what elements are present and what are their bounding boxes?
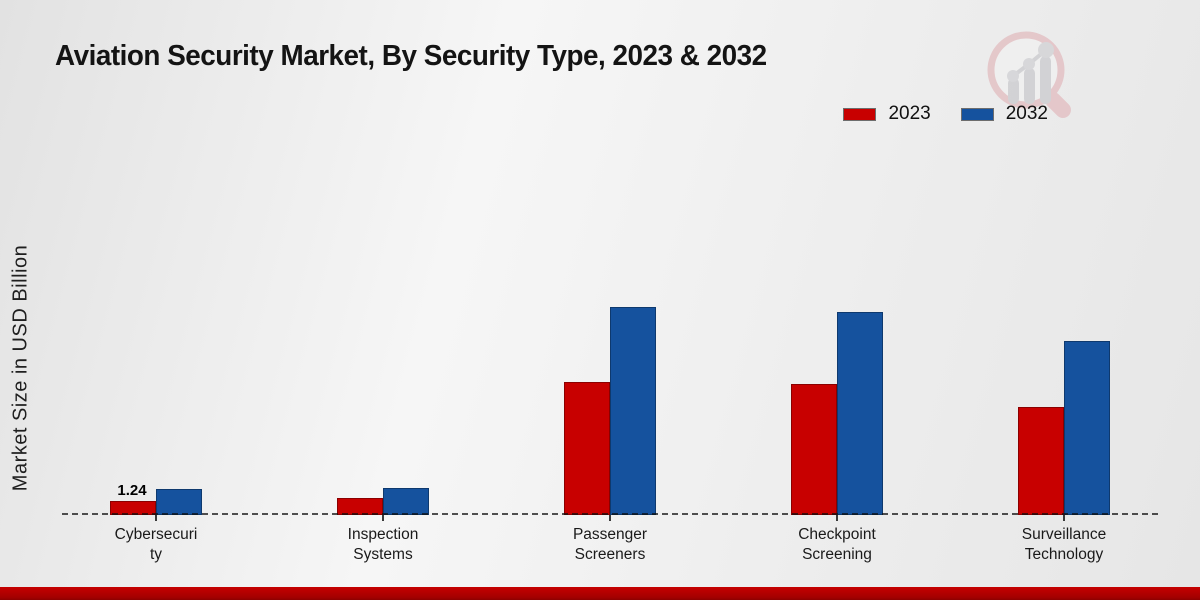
category-label-surveillance-technology: Surveillance Technology xyxy=(1021,526,1107,564)
x-axis-tick xyxy=(382,515,384,521)
bar-2023-surveillance-technology xyxy=(1018,407,1064,515)
legend-swatch-2023 xyxy=(843,107,877,121)
data-label-cybersecurity-2023: 1.24 xyxy=(117,482,147,499)
legend-item-2023: 2023 xyxy=(843,103,931,125)
legend-label-2032: 2032 xyxy=(1005,103,1048,124)
bar-2023-checkpoint-screening xyxy=(791,384,837,515)
magnifier-growth-chart-logo-icon xyxy=(987,31,1071,118)
legend: 2023 2032 xyxy=(843,103,1048,125)
bar-2023-passenger-screeners xyxy=(564,382,610,515)
category-label-checkpoint-screening: Checkpoint Screening xyxy=(798,526,876,564)
x-axis-baseline xyxy=(62,513,1158,515)
bar-2032-surveillance-technology xyxy=(1064,341,1110,515)
bar-2032-inspection-systems xyxy=(383,488,429,515)
x-axis-tick xyxy=(1063,515,1065,521)
bar-2032-passenger-screeners xyxy=(610,307,656,515)
category-label-cybersecurity: Cybersecuri ty xyxy=(114,526,198,564)
x-axis-tick xyxy=(836,515,838,521)
x-axis-tick xyxy=(155,515,157,521)
legend-item-2032: 2032 xyxy=(960,103,1048,125)
footer-bar xyxy=(0,587,1200,600)
category-label-inspection-systems: Inspection Systems xyxy=(347,526,419,564)
chart-title: Aviation Security Market, By Security Ty… xyxy=(55,40,767,72)
bar-2032-checkpoint-screening xyxy=(837,312,883,515)
legend-swatch-2032 xyxy=(960,107,994,121)
legend-label-2023: 2023 xyxy=(888,103,931,124)
x-axis-tick xyxy=(609,515,611,521)
bar-2032-cybersecurity xyxy=(156,489,202,515)
category-label-passenger-screeners: Passenger Screeners xyxy=(572,526,648,564)
